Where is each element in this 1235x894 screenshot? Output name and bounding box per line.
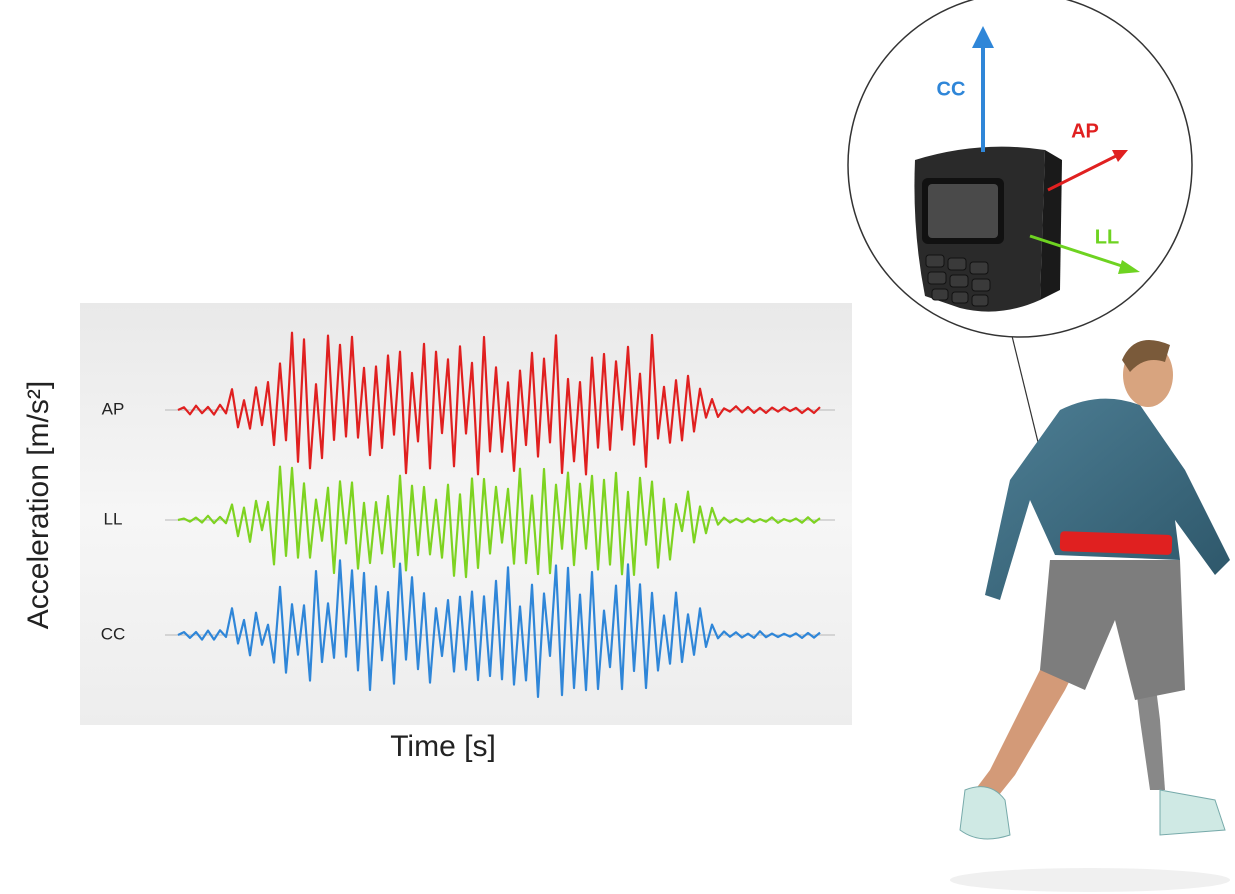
inset-label: LL <box>1095 226 1119 248</box>
traces <box>177 331 821 698</box>
x-axis-label: Time [s] <box>390 730 496 763</box>
axis-arrows <box>972 26 1140 274</box>
inset-label: AP <box>1071 120 1099 142</box>
plot-panel <box>80 303 852 725</box>
signal-trace <box>177 559 821 698</box>
sensor-device <box>914 146 1062 312</box>
signal-label: CC <box>101 624 126 643</box>
y-axis-label: Acceleration [m/s²] <box>22 381 55 629</box>
signal-label: AP <box>102 399 125 418</box>
inset-label: CC <box>937 78 966 100</box>
signal-trace <box>177 331 821 476</box>
person-illustration <box>950 340 1230 892</box>
signal-trace <box>177 465 821 579</box>
signal-label: LL <box>104 509 123 528</box>
